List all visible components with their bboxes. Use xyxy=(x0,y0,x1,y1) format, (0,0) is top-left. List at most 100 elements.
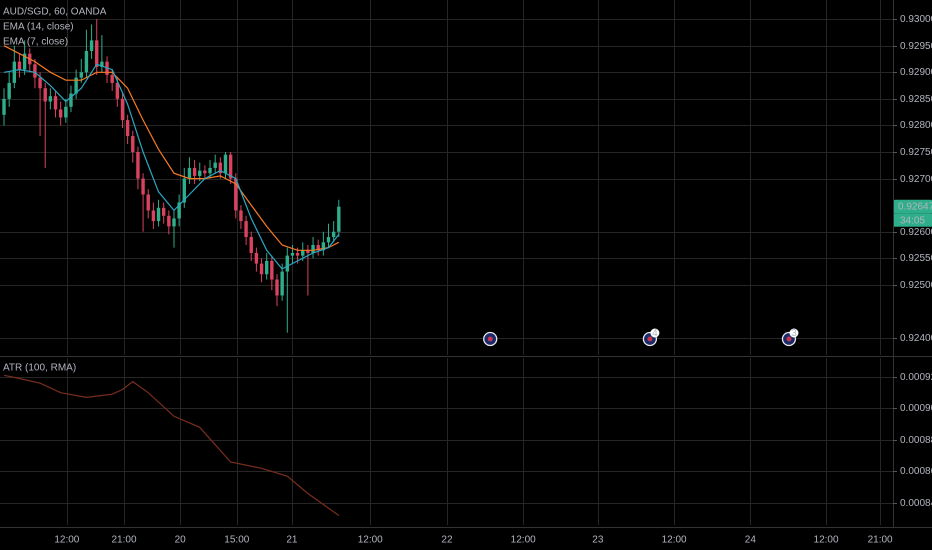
candle-body xyxy=(2,98,6,115)
candle-body xyxy=(136,151,140,179)
legend-label: AUD/SGD, 60, OANDA xyxy=(3,7,107,18)
last-price-box xyxy=(894,199,932,214)
x-tick-label: 21 xyxy=(286,535,298,546)
candle-body xyxy=(228,154,233,179)
candle-body xyxy=(223,154,228,174)
candle-body xyxy=(12,61,17,83)
y-tick-label: 0.00088 xyxy=(900,435,932,446)
y-tick-label: 0.00084 xyxy=(900,498,932,509)
x-tick-label: 12:00 xyxy=(358,535,383,546)
candle-body xyxy=(264,260,269,275)
legend-label: ATR (100, RMA) xyxy=(3,363,76,374)
candle-body xyxy=(337,206,341,232)
candle-body xyxy=(208,167,212,174)
countdown-label: 34:05 xyxy=(900,215,925,226)
candle-body xyxy=(249,237,253,253)
x-tick-label: 12:00 xyxy=(814,535,839,546)
candle-body xyxy=(280,271,284,296)
candle-body xyxy=(270,260,274,280)
candle-body xyxy=(7,82,11,99)
candle-body xyxy=(125,120,130,137)
event-flag xyxy=(786,336,792,342)
x-tick-label: 12:00 xyxy=(54,535,79,546)
candle-body xyxy=(244,221,248,238)
candle-body xyxy=(306,250,310,253)
legend-label: EMA (14, close) xyxy=(3,22,74,33)
candle-body xyxy=(161,207,166,216)
event-badge xyxy=(650,328,660,338)
candle-body xyxy=(172,218,176,227)
countdown-box xyxy=(894,213,932,227)
candle-body xyxy=(156,207,161,222)
event-count: 4 xyxy=(652,328,658,339)
candle-body xyxy=(295,252,300,256)
candle-body xyxy=(290,252,295,256)
candle-body xyxy=(213,162,217,168)
event-count: 3 xyxy=(791,328,797,339)
candle-body xyxy=(316,244,320,251)
candle-body xyxy=(218,162,223,174)
candle-body xyxy=(301,250,305,256)
candle-body xyxy=(100,61,104,67)
x-tick-label: 22 xyxy=(441,535,453,546)
candle-body xyxy=(146,194,150,211)
candle-body xyxy=(89,40,94,52)
line xyxy=(3,374,340,516)
x-tick-label: 24 xyxy=(745,535,757,546)
candle-body xyxy=(79,72,83,78)
candle-body xyxy=(203,170,207,174)
candle-body xyxy=(131,136,135,152)
event-flag xyxy=(647,336,653,342)
candle-body xyxy=(95,40,99,67)
candle-body xyxy=(187,167,192,179)
y-tick-label: 0.00086 xyxy=(900,466,932,477)
x-tick-label: 21:00 xyxy=(868,535,893,546)
candle-body xyxy=(192,167,197,176)
x-tick-label: 23 xyxy=(592,535,604,546)
candle-body xyxy=(64,106,68,118)
candle-body xyxy=(33,64,37,78)
candle-body xyxy=(326,237,331,243)
x-tick-label: 20 xyxy=(175,535,187,546)
candle-body xyxy=(48,96,53,102)
candle-body xyxy=(177,202,181,219)
candle-body xyxy=(58,109,63,118)
candle-body xyxy=(254,252,259,264)
candle-body xyxy=(234,178,238,211)
candle-body xyxy=(285,255,289,272)
event-flag xyxy=(487,336,493,342)
candle-body xyxy=(84,51,89,73)
candle-body xyxy=(43,88,47,102)
legend-label: EMA (7, close) xyxy=(3,37,68,48)
last-price-label: 0.92647 xyxy=(898,201,932,212)
candle-body xyxy=(120,98,125,121)
candle-body xyxy=(110,74,114,83)
line xyxy=(3,45,340,251)
candle-body xyxy=(17,61,22,70)
x-tick-label: 21:00 xyxy=(112,535,137,546)
candle-body xyxy=(275,279,279,296)
candle-body xyxy=(151,210,156,222)
x-tick-label: 12:00 xyxy=(511,535,536,546)
candle-body xyxy=(141,178,145,195)
candle-body xyxy=(69,93,73,107)
event-badge xyxy=(789,328,799,338)
line xyxy=(3,63,340,270)
candle-body xyxy=(167,215,171,227)
candle-body xyxy=(53,96,58,110)
